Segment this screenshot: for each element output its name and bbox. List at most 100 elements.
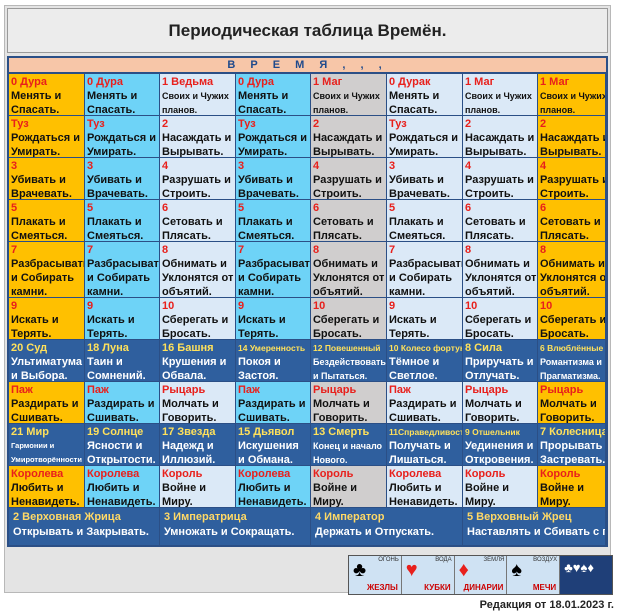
cell-text: Сберегать и Бросать.	[465, 314, 532, 339]
table-cell: 8 Обнимать и Уклонятся от объятий.	[463, 242, 537, 297]
cell-heading: 9 Отшельник	[465, 427, 520, 437]
cell-heading: 4	[465, 160, 472, 172]
table-cell: Королева Любить и Ненавидеть.	[85, 466, 159, 507]
cell-text: Конец и начало Нового.	[313, 441, 383, 465]
periodic-grid: В Р Е М Я , , , 0 Дура Менять и Спасать. 0…	[7, 56, 608, 547]
table-cell: 17 Звезда Надежд и Иллюзий.	[160, 424, 235, 465]
cell-text: Крушения и Обвала.	[162, 356, 227, 381]
cell-heading: 1 Маг	[465, 76, 495, 88]
table-cell: 9 Искать и Терять.	[236, 298, 310, 339]
cell-heading: Рыцарь	[465, 384, 509, 396]
table-cell: 9 Искать и Терять.	[9, 298, 84, 339]
cell-text: Менять и Спасать.	[238, 90, 289, 115]
table-cell: 6 Сетовать и Плясать.	[311, 200, 386, 241]
suit-element: ВОДА	[435, 557, 452, 563]
cell-heading: 2	[162, 118, 169, 130]
cell-heading: 0 Дура	[87, 76, 123, 88]
cell-text: Плакать и Смеяться.	[238, 216, 295, 241]
cell-heading: Рыцарь	[540, 384, 584, 396]
cell-heading: 6	[313, 202, 320, 214]
cell-text: Искушения и Обмана.	[238, 440, 299, 465]
cell-text: Разрушать и Строить.	[162, 174, 231, 199]
cell-text: Раздирать и Сшивать.	[389, 398, 457, 423]
table-cell: 10 Сберегать и Бросать.	[463, 298, 537, 339]
table-cell: 1 Ведьма Своих и Чужих планов.	[160, 74, 235, 115]
table-cell: 4 Разрушать и Строить.	[538, 158, 605, 199]
cell-text: Бездействовать и Пытаться.	[313, 357, 386, 381]
table-cell: 8 Обнимать и Уклонятся от объятий.	[538, 242, 605, 297]
table-cell: 2 Насаждать и Вырывать.	[160, 116, 235, 157]
cell-heading: 9	[87, 300, 94, 312]
cell-text: Насаждать и Вырывать.	[313, 132, 383, 157]
cell-heading: Паж	[11, 384, 33, 396]
cell-text: Сберегать и Бросать.	[540, 314, 605, 339]
table-cell: Королева Любить и Ненавидеть.	[236, 466, 310, 507]
cell-text: Ультиматума и Выбора.	[11, 356, 82, 381]
cell-heading: 12 Повешенный	[313, 343, 381, 353]
cell-text: Гармонии и Умиротворённости	[11, 441, 82, 464]
cell-text: Искать и Терять.	[11, 314, 59, 339]
wide-cell: 2 Верховная Жрица Открывать и Закрывать.	[9, 508, 159, 545]
cell-text: Обнимать и Уклонятся от объятий.	[540, 258, 605, 297]
table-cell: Королева Любить и Ненавидеть.	[9, 466, 84, 507]
cell-heading: Рыцарь	[162, 384, 206, 396]
cell-heading: Туз	[389, 118, 407, 130]
cell-heading: 4	[162, 160, 169, 172]
table-cell: Паж Раздирать и Сшивать.	[387, 382, 462, 423]
cell-heading: 2	[465, 118, 472, 130]
cell-text: Разбрасывать и Собирать камни.	[11, 258, 84, 297]
table-cell: 9 Отшельник Уединения и Откровения.	[463, 424, 537, 465]
table-cell: 0 Дурак Менять и Спасать.	[387, 74, 462, 115]
edition-date: Редакция от 18.01.2023 г.	[479, 599, 614, 611]
table-cell: 6 Влюблённые Романтизма и Прагматизма.	[538, 340, 605, 381]
cell-heading: Королева	[87, 468, 140, 480]
cell-heading: 9	[11, 300, 18, 312]
cell-text: Раздирать и Сшивать.	[87, 398, 155, 423]
cell-text: Раздирать и Сшивать.	[238, 398, 306, 423]
table-cell: 3 Убивать и Врачевать.	[387, 158, 462, 199]
cell-heading: 10	[465, 300, 478, 312]
suit-element: ВОЗДУХ	[533, 557, 558, 563]
cell-heading: 5	[238, 202, 245, 214]
table-cell: Паж Раздирать и Сшивать.	[236, 382, 310, 423]
wide-heading: 5 Верховный Жрец	[467, 511, 572, 523]
cell-text: Прорывать и Застревать.	[540, 440, 605, 465]
cell-text: Менять и Спасать.	[11, 90, 62, 115]
cell-text: Плакать и Смеяться.	[389, 216, 446, 241]
table-cell: Королева Любить и Ненавидеть.	[387, 466, 462, 507]
cell-heading: 11Справедливость	[389, 427, 462, 437]
table-cell: Туз Рождаться и Умирать.	[387, 116, 462, 157]
cell-heading: Король	[540, 468, 581, 480]
cell-heading: 8	[540, 244, 547, 256]
table-cell: 0 Дура Менять и Спасать.	[85, 74, 159, 115]
cell-text: Своих и Чужих планов.	[540, 91, 605, 115]
cell-text: Любить и Ненавидеть.	[87, 482, 156, 507]
cell-heading: 6	[540, 202, 547, 214]
cell-heading: 0 Дура	[11, 76, 47, 88]
cell-text: Получать и Лишаться.	[389, 440, 451, 465]
table-frame: Периодическая таблица Времён. В Р Е М Я …	[4, 5, 613, 595]
cell-text: Приручать и Отлучать.	[465, 356, 534, 381]
cell-heading: 3	[87, 160, 94, 172]
suit-item: ♦ ЗЕМЛЯ ДИНАРИИ	[454, 556, 508, 594]
cell-heading: Король	[162, 468, 203, 480]
suit-name: ЖЕЗЛЫ	[366, 583, 398, 592]
cell-heading: Королева	[389, 468, 442, 480]
table-cell: 12 Повешенный Бездействовать и Пытаться.	[311, 340, 386, 381]
cell-text: Рождаться и Умирать.	[87, 132, 157, 157]
wide-heading: 3 Императрица	[164, 511, 247, 523]
table-cell: 8 Обнимать и Уклонятся от объятий.	[160, 242, 235, 297]
table-cell: Рыцарь Молчать и Говорить.	[538, 382, 605, 423]
suit-name: ДИНАРИИ	[463, 583, 504, 592]
suit-item: ♣♥♠♦	[560, 556, 612, 594]
cell-heading: 8	[465, 244, 472, 256]
cell-text: Обнимать и Уклонятся от объятий.	[162, 258, 234, 297]
table-cell: 6 Сетовать и Плясать.	[160, 200, 235, 241]
table-cell: Туз Рождаться и Умирать.	[236, 116, 310, 157]
wide-text: Держать и Отпускать.	[315, 526, 435, 538]
cell-text: Насаждать и Вырывать.	[540, 132, 605, 157]
table-cell: 0 Дура Менять и Спасать.	[236, 74, 310, 115]
wide-heading: 2 Верховная Жрица	[13, 511, 121, 523]
table-cell: 7 Колесница Прорывать и Застревать.	[538, 424, 605, 465]
suit-name: МЕЧИ	[532, 583, 557, 592]
